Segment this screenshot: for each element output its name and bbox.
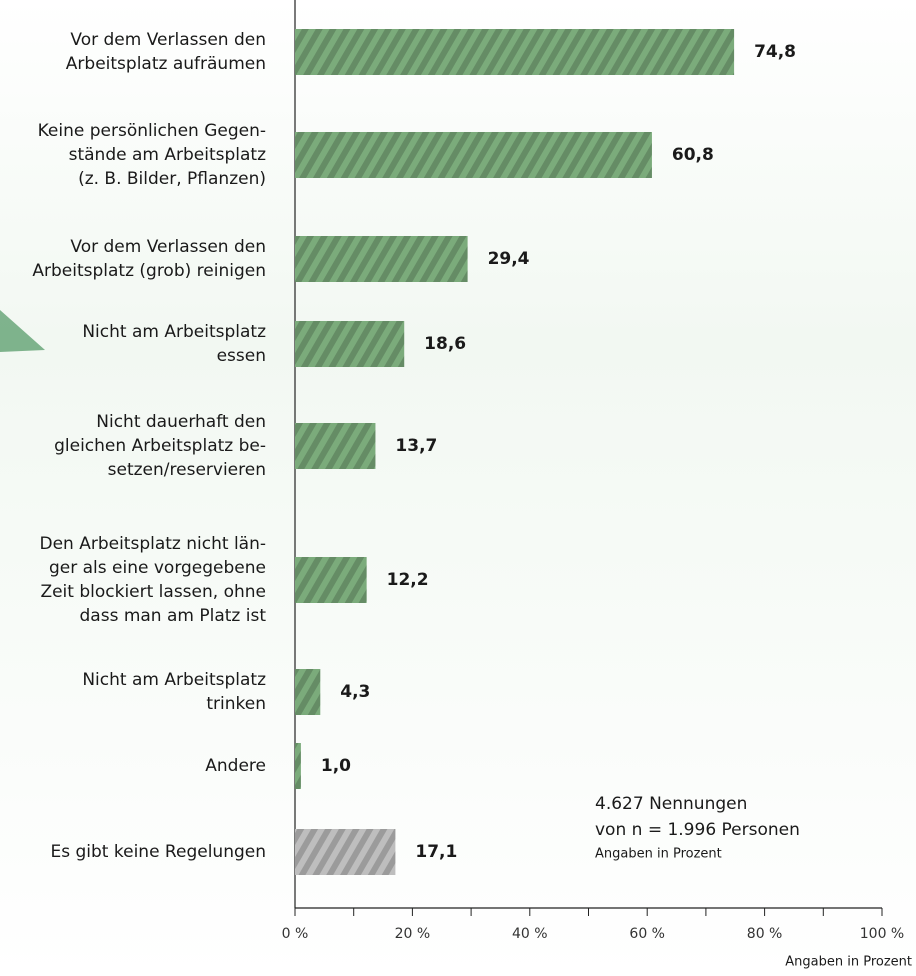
x-tick-label: 80 % [747,926,783,942]
category-label: dass man am Platz ist [80,606,267,626]
value-label: 74,8 [754,42,796,62]
category-label: Arbeitsplatz aufräumen [66,54,266,74]
x-tick-label: 0 % [282,926,309,942]
bar-hatch [295,829,396,875]
category-label: Arbeitsplatz (grob) reinigen [32,261,266,281]
x-tick-label: 60 % [629,926,665,942]
decoration [0,310,45,352]
bar-hatch [295,132,652,178]
category-label: Es gibt keine Regelungen [51,842,267,862]
value-label: 12,2 [387,570,429,590]
category-label: Den Arbeitsplatz nicht län- [39,534,266,554]
value-label: 29,4 [488,249,530,269]
category-label: setzen/reservieren [108,460,266,480]
annotation: von n = 1.996 Personen [595,820,800,840]
value-label: 17,1 [415,842,457,862]
x-tick-label: 20 % [395,926,431,942]
category-label: (z. B. Bilder, Pflanzen) [78,169,266,189]
value-label: 60,8 [672,145,714,165]
category-label: Nicht dauerhaft den [96,412,266,432]
value-label: 13,7 [395,436,437,456]
category-label: Zeit blockiert lassen, ohne [40,582,266,602]
bar-hatch [295,557,367,603]
category-label: trinken [206,694,266,714]
bar-hatch [295,236,468,282]
bar-hatch [295,29,735,75]
value-label: 1,0 [321,756,351,776]
bar-hatch [295,321,405,367]
category-label: Nicht am Arbeitsplatz [82,322,266,342]
x-tick-label: 40 % [512,926,548,942]
x-axis-label: Angaben in Prozent [785,955,912,970]
category-label: Nicht am Arbeitsplatz [82,670,266,690]
category-label: essen [217,346,266,366]
category-label: Andere [205,756,266,776]
bar-hatch [295,743,301,789]
x-tick-label: 100 % [860,926,904,942]
category-label: Vor dem Verlassen den [70,30,266,50]
annotation: 4.627 Nennungen [595,794,747,814]
category-label: Vor dem Verlassen den [70,237,266,257]
category-label: stände am Arbeitsplatz [69,145,266,165]
category-label: ger als eine vorgegebene [49,558,266,578]
category-label: gleichen Arbeitsplatz be- [54,436,266,456]
bar-hatch [295,669,321,715]
value-label: 18,6 [424,334,466,354]
category-label: Keine persönlichen Gegen- [38,121,266,141]
value-label: 4,3 [340,682,370,702]
annotation: Angaben in Prozent [595,847,722,862]
bar-hatch [295,423,376,469]
